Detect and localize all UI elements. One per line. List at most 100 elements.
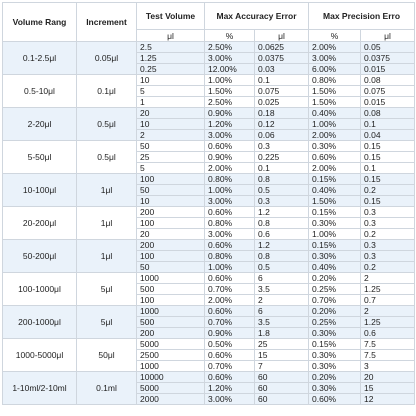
cell: 20 — [136, 228, 205, 240]
cell: 0.80% — [204, 250, 255, 262]
cell: 0.20% — [308, 272, 362, 284]
cell: 10 — [136, 118, 205, 130]
unit-label: μl — [253, 29, 310, 42]
cell: 0.15% — [308, 173, 362, 185]
unit-label: μl — [360, 29, 416, 42]
cell: 6 — [253, 272, 310, 284]
volume-range: 100-1000μl — [2, 272, 77, 306]
data-row: 200-1000μl 5μl 1000 0.60% 6 0.20% 2 — [2, 305, 416, 339]
cell: 2500 — [136, 349, 205, 361]
data-row: 1-10ml/2-10ml 0.1ml 10000 0.60% 60 0.20% 20 — [2, 371, 416, 405]
cell: 3.00% — [204, 195, 255, 207]
cell: 0.30% — [308, 327, 362, 339]
increment: 5μl — [76, 305, 137, 339]
cell: 1.20% — [204, 382, 255, 394]
cell: 2.5 — [136, 41, 205, 53]
cell: 20 — [136, 107, 205, 119]
cell: 60 — [253, 382, 310, 394]
cell: 100 — [136, 294, 205, 306]
cell: 0.40% — [308, 261, 362, 273]
increment: 5μl — [76, 272, 137, 306]
cell: 1.50% — [308, 85, 362, 97]
data-row: 10 3.00% 0.3 1.50% 0.15 — [3, 195, 416, 207]
data-row: 200 0.90% 1.8 0.30% 0.6 — [3, 327, 416, 339]
cell: 1.2 — [253, 239, 310, 251]
data-row: 100 0.80% 0.8 0.30% 0.3 — [3, 250, 416, 262]
cell: 0.20% — [308, 305, 362, 317]
units-row: μl% μl% μl — [3, 29, 416, 42]
cell: 0.60% — [204, 349, 255, 361]
increment: 0.1μl — [76, 74, 137, 108]
cell: 1.00% — [308, 228, 362, 240]
cell: 7.5 — [360, 349, 416, 361]
unit-label: % — [308, 29, 362, 42]
cell: 12.00% — [204, 63, 255, 75]
cell: 3.00% — [204, 228, 255, 240]
cell: 6 — [253, 305, 310, 317]
cell: 0.60% — [204, 206, 255, 218]
cell: 0.40% — [308, 107, 362, 119]
cell: 1.25 — [360, 283, 416, 295]
cell: 0.0375 — [253, 52, 310, 64]
cell: 200 — [136, 239, 205, 251]
cell: 50 — [136, 184, 205, 196]
data-row: 0.5-10μl 0.1μl 10 1.00% 0.1 0.80% 0.08 — [2, 74, 416, 108]
cell: 0.8 — [253, 173, 310, 185]
cell: 50 — [136, 261, 205, 273]
cell: 0.025 — [253, 96, 310, 108]
cell: 12 — [360, 393, 416, 405]
column-header: Increment — [76, 2, 137, 42]
volume-range: 2-20μl — [2, 107, 77, 141]
cell: 2 — [253, 294, 310, 306]
cell: 0.80% — [204, 173, 255, 185]
cell: 0.15% — [308, 206, 362, 218]
column-header: Test Volume — [136, 2, 205, 30]
cell: 1.50% — [204, 85, 255, 97]
cell: 0.80% — [204, 217, 255, 229]
column-header: Volume Rang — [2, 2, 77, 42]
cell: 3.00% — [308, 52, 362, 64]
cell: 3.5 — [253, 316, 310, 328]
data-row: 10 1.20% 0.12 1.00% 0.1 — [3, 118, 416, 130]
cell: 0.25% — [308, 316, 362, 328]
cell: 0.03 — [253, 63, 310, 75]
data-row: 0.1-2.5μl 0.05μl 2.5 2.50% 0.0625 2.00% 0.05 — [2, 41, 416, 75]
cell: 1000 — [136, 272, 205, 284]
cell: 100 — [136, 250, 205, 262]
cell: 2.00% — [204, 294, 255, 306]
cell: 0.60% — [308, 393, 362, 405]
cell: 0.60% — [204, 272, 255, 284]
cell: 0.15% — [308, 239, 362, 251]
cell: 0.60% — [204, 140, 255, 152]
cell: 0.40% — [308, 184, 362, 196]
cell: 1.00% — [204, 261, 255, 273]
unit-label: μl — [136, 29, 205, 42]
cell: 0.5 — [253, 184, 310, 196]
cell: 1.00% — [204, 184, 255, 196]
cell: 200 — [136, 327, 205, 339]
cell: 100 — [136, 217, 205, 229]
cell: 0.2 — [360, 184, 416, 196]
cell: 2.00% — [308, 129, 362, 141]
cell: 0.7 — [360, 294, 416, 306]
cell: 0.8 — [253, 217, 310, 229]
cell: 25 — [136, 151, 205, 163]
data-row: 50-200μl 1μl 200 0.60% 1.2 0.15% 0.3 — [2, 239, 416, 273]
spec-table: Volume Rang Increment Test Volume Max Accur… — [2, 2, 416, 405]
header-row: Volume Rang Increment Test Volume Max Accur… — [2, 2, 416, 42]
cell: 1000 — [136, 305, 205, 317]
cell: 3.00% — [204, 52, 255, 64]
cell: 1.00% — [308, 118, 362, 130]
cell: 0.50% — [204, 338, 255, 350]
cell: 60 — [253, 371, 310, 383]
cell: 200 — [136, 206, 205, 218]
cell: 1.00% — [204, 74, 255, 86]
volume-range: 200-1000μl — [2, 305, 77, 339]
cell: 2.00% — [308, 162, 362, 174]
cell: 500 — [136, 283, 205, 295]
cell: 0.25 — [136, 63, 205, 75]
cell: 0.1 — [253, 162, 310, 174]
cell: 10 — [136, 195, 205, 207]
data-row: 500 0.70% 3.5 0.25% 1.25 — [3, 316, 416, 328]
